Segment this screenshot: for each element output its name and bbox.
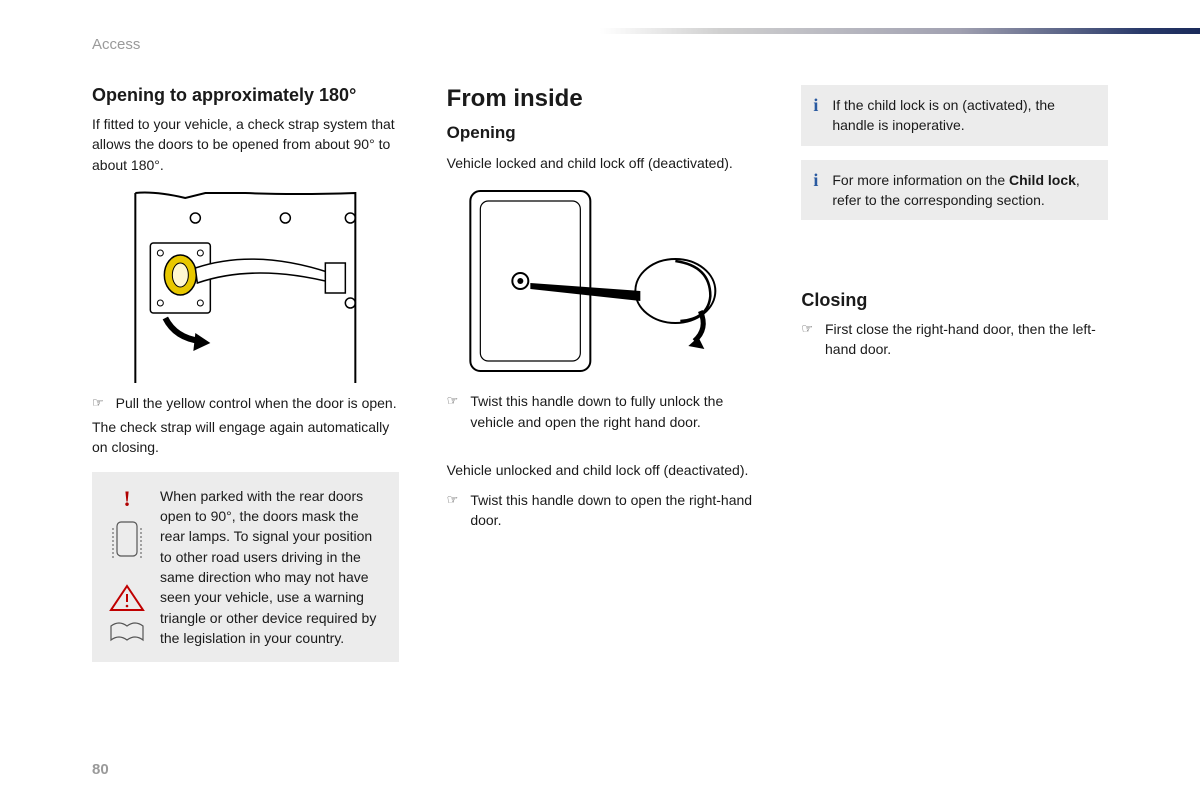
step-closing: ☞ First close the right-hand door, then … <box>801 319 1108 360</box>
subheading-opening: Opening <box>447 123 754 143</box>
vehicle-rear-icon <box>107 518 147 578</box>
warning-triangle-icon <box>107 584 147 614</box>
header-gradient-bar <box>600 28 1200 34</box>
step-text: Twist this handle down to fully unlock t… <box>470 391 753 432</box>
column-1: Opening to approximately 180° If fitted … <box>92 85 399 676</box>
heading-closing: Closing <box>801 290 1108 311</box>
info-text: For more information on the Child lock, … <box>832 170 1094 211</box>
pointer-icon: ☞ <box>801 319 813 339</box>
info-child-lock-ref: i For more information on the Child lock… <box>801 160 1108 221</box>
step-twist-open: ☞ Twist this handle down to open the rig… <box>447 490 754 531</box>
pointer-icon: ☞ <box>447 490 459 510</box>
pointer-icon: ☞ <box>447 391 459 411</box>
step-text: First close the right-hand door, then th… <box>825 319 1108 360</box>
page-number: 80 <box>92 761 109 778</box>
step-pull-yellow: ☞ Pull the yellow control when the door … <box>92 393 399 413</box>
intro-text: If fitted to your vehicle, a check strap… <box>92 114 399 175</box>
state-unlocked: Vehicle unlocked and child lock off (dea… <box>447 460 754 480</box>
info-text: If the child lock is on (activated), the… <box>832 95 1094 136</box>
manual-book-icon <box>107 620 147 646</box>
state-locked: Vehicle locked and child lock off (deact… <box>447 153 754 173</box>
info-child-lock-on: i If the child lock is on (activated), t… <box>801 85 1108 146</box>
step-text: Twist this handle down to open the right… <box>470 490 753 531</box>
heading-opening-180: Opening to approximately 180° <box>92 85 399 106</box>
info-icon: i <box>813 95 818 136</box>
figure-interior-handle <box>447 181 754 381</box>
column-3: i If the child lock is on (activated), t… <box>801 85 1108 676</box>
figure-check-strap <box>92 183 399 383</box>
column-2: From inside Opening Vehicle locked and c… <box>447 85 754 676</box>
heading-from-inside: From inside <box>447 85 754 113</box>
pointer-icon: ☞ <box>92 393 104 413</box>
warning-text: When parked with the rear doors open to … <box>160 486 387 648</box>
warning-callout: ! When parked with the rear doors open t… <box>92 472 399 662</box>
exclamation-icon: ! <box>123 486 130 512</box>
step-twist-unlock: ☞ Twist this handle down to fully unlock… <box>447 391 754 432</box>
info2-prefix: For more information on the <box>832 172 1009 188</box>
info-icon: i <box>813 170 818 211</box>
section-breadcrumb: Access <box>92 36 140 53</box>
content-columns: Opening to approximately 180° If fitted … <box>92 85 1108 676</box>
warning-icon-column: ! <box>104 486 150 648</box>
info2-bold: Child lock <box>1009 172 1076 188</box>
aftertext: The check strap will engage again automa… <box>92 417 399 458</box>
step-text: Pull the yellow control when the door is… <box>116 393 399 413</box>
